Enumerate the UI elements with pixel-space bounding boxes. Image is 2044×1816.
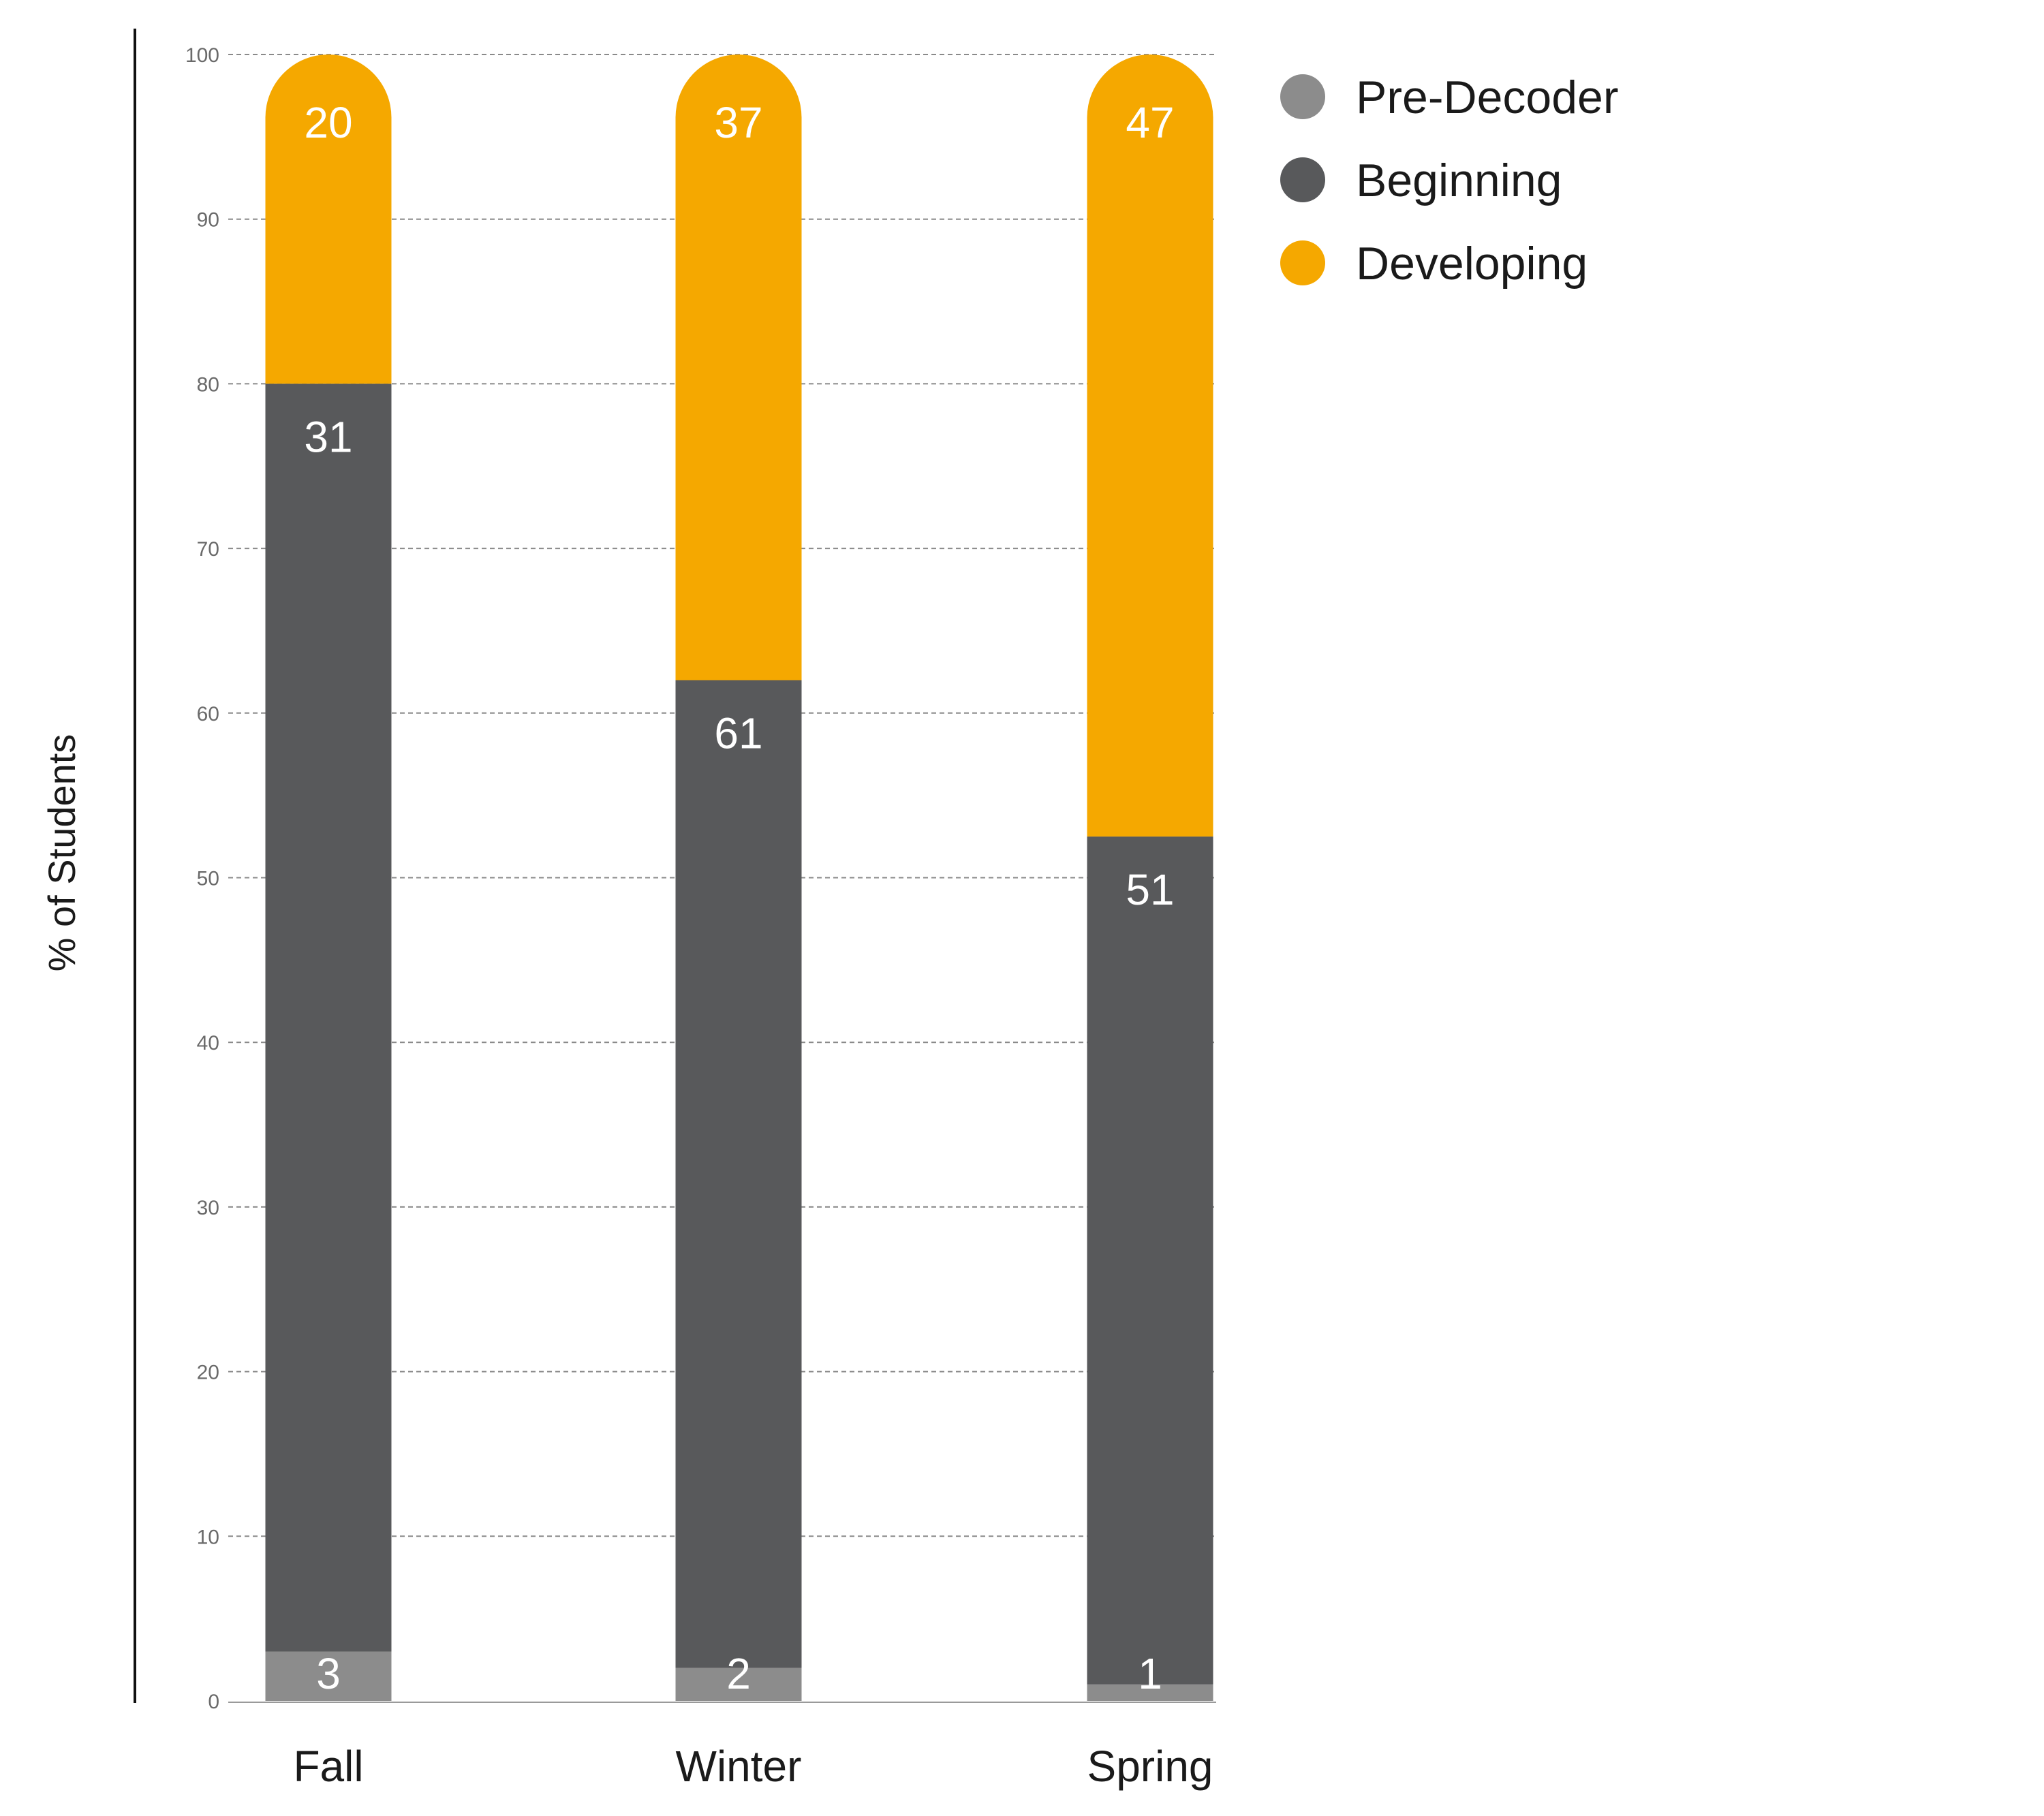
data-label: 47: [1126, 98, 1174, 147]
y-tick-label: 80: [197, 373, 219, 396]
y-axis-label: % of Students: [40, 734, 83, 972]
y-tick-label: 100: [185, 44, 219, 67]
bar-developing-spring: [1087, 54, 1213, 837]
legend-label: Developing: [1356, 238, 1588, 289]
x-tick-label: Fall: [293, 1742, 363, 1791]
y-tick-label: 20: [197, 1362, 219, 1384]
bar-pre-decoder-fall: [265, 1651, 392, 1701]
data-label: 2: [726, 1649, 751, 1698]
bar-beginning-fall: [265, 383, 392, 1652]
x-tick-label: Spring: [1087, 1742, 1213, 1791]
legend-label: Beginning: [1356, 155, 1562, 206]
x-tick-label: Winter: [676, 1742, 802, 1791]
bar-pre-decoder-winter: [675, 1668, 802, 1701]
legend-swatch: [1280, 157, 1325, 202]
data-label: 51: [1126, 865, 1174, 914]
data-label: 3: [316, 1649, 341, 1698]
legend: Pre-Decoder Beginning Developing: [1280, 72, 1619, 289]
y-tick-label: 40: [197, 1032, 219, 1054]
bar-beginning-spring: [1087, 836, 1213, 1685]
y-tick-label: 60: [197, 703, 219, 725]
bar-developing-fall: [265, 54, 392, 384]
y-tick-label: 50: [197, 868, 219, 890]
legend-label: Pre-Decoder: [1356, 72, 1619, 123]
legend-swatch: [1280, 240, 1325, 285]
y-tick-label: 30: [197, 1197, 219, 1219]
data-label: 31: [304, 412, 352, 461]
bar-pre-decoder-spring: [1087, 1684, 1213, 1701]
data-label: 37: [714, 98, 762, 147]
x-axis-categories: Fall Winter Spring: [293, 1742, 1213, 1791]
data-label: 1: [1138, 1649, 1162, 1698]
y-axis-ticks: 0 10 20 30 40 50 60 70 80 90 100: [185, 44, 219, 1713]
legend-swatch: [1280, 74, 1325, 119]
bar-developing-winter: [675, 54, 802, 680]
y-tick-label: 90: [197, 209, 219, 232]
data-label: 61: [714, 708, 762, 757]
data-label: 20: [304, 98, 352, 147]
bar-beginning-winter: [675, 680, 802, 1668]
y-tick-label: 0: [208, 1691, 219, 1713]
data-labels: 3 31 20 2 61 37 1 51 47: [304, 98, 1174, 1698]
bars: [265, 54, 1213, 1701]
y-tick-label: 70: [197, 538, 219, 561]
y-tick-label: 10: [197, 1526, 219, 1548]
